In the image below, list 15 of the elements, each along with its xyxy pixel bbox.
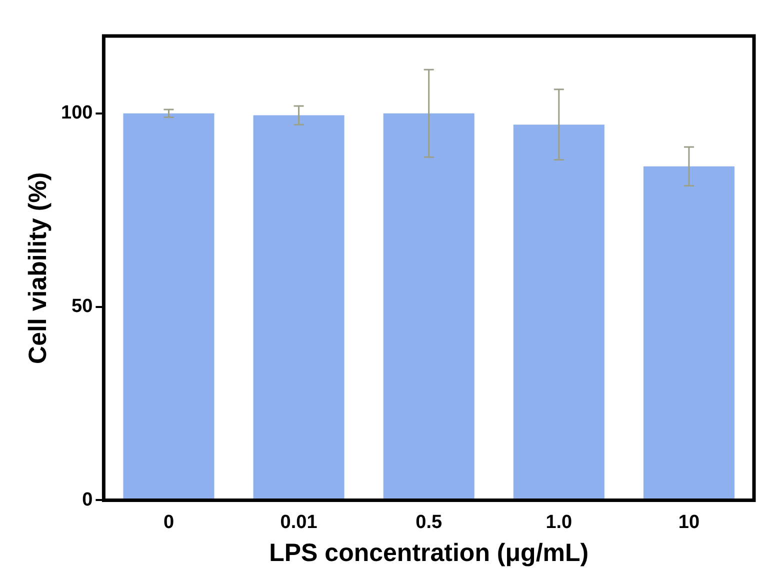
x-axis-title: LPS concentration (μg/mL): [269, 538, 589, 567]
bar: [123, 113, 214, 500]
y-tick-label: 50: [72, 296, 93, 318]
bar: [383, 113, 474, 500]
y-tick-label: 0: [82, 489, 93, 510]
y-tick-label: 100: [61, 102, 93, 124]
x-tick-label: 0: [163, 512, 174, 533]
x-tick-label: 0.01: [280, 512, 318, 533]
x-tick-label: 0.5: [416, 512, 442, 533]
y-axis-title: Cell viability (%): [24, 172, 52, 364]
x-tick-label: 10: [678, 512, 700, 533]
bar: [253, 115, 344, 500]
bar: [513, 124, 604, 500]
x-tick-label: 1.0: [546, 512, 572, 533]
bar: [643, 166, 734, 500]
